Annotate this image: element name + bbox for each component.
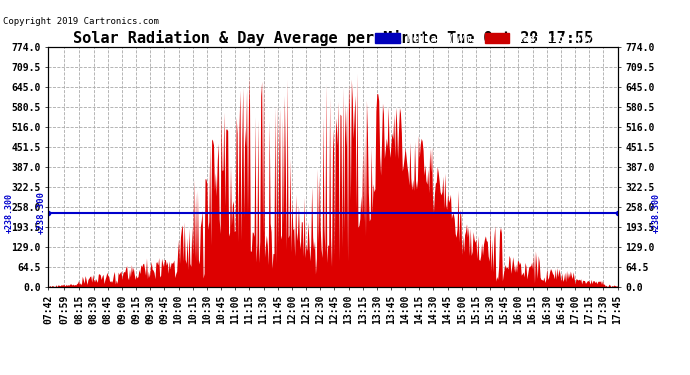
Title: Solar Radiation & Day Average per Minute Tue Oct 29 17:55: Solar Radiation & Day Average per Minute… — [73, 30, 593, 46]
Legend: Median (w/m2), Radiation (w/m2): Median (w/m2), Radiation (w/m2) — [373, 32, 613, 45]
Text: +238.300: +238.300 — [37, 192, 46, 234]
Text: +238.300: +238.300 — [5, 193, 14, 233]
Text: Copyright 2019 Cartronics.com: Copyright 2019 Cartronics.com — [3, 17, 159, 26]
Text: +238.300: +238.300 — [652, 193, 661, 233]
